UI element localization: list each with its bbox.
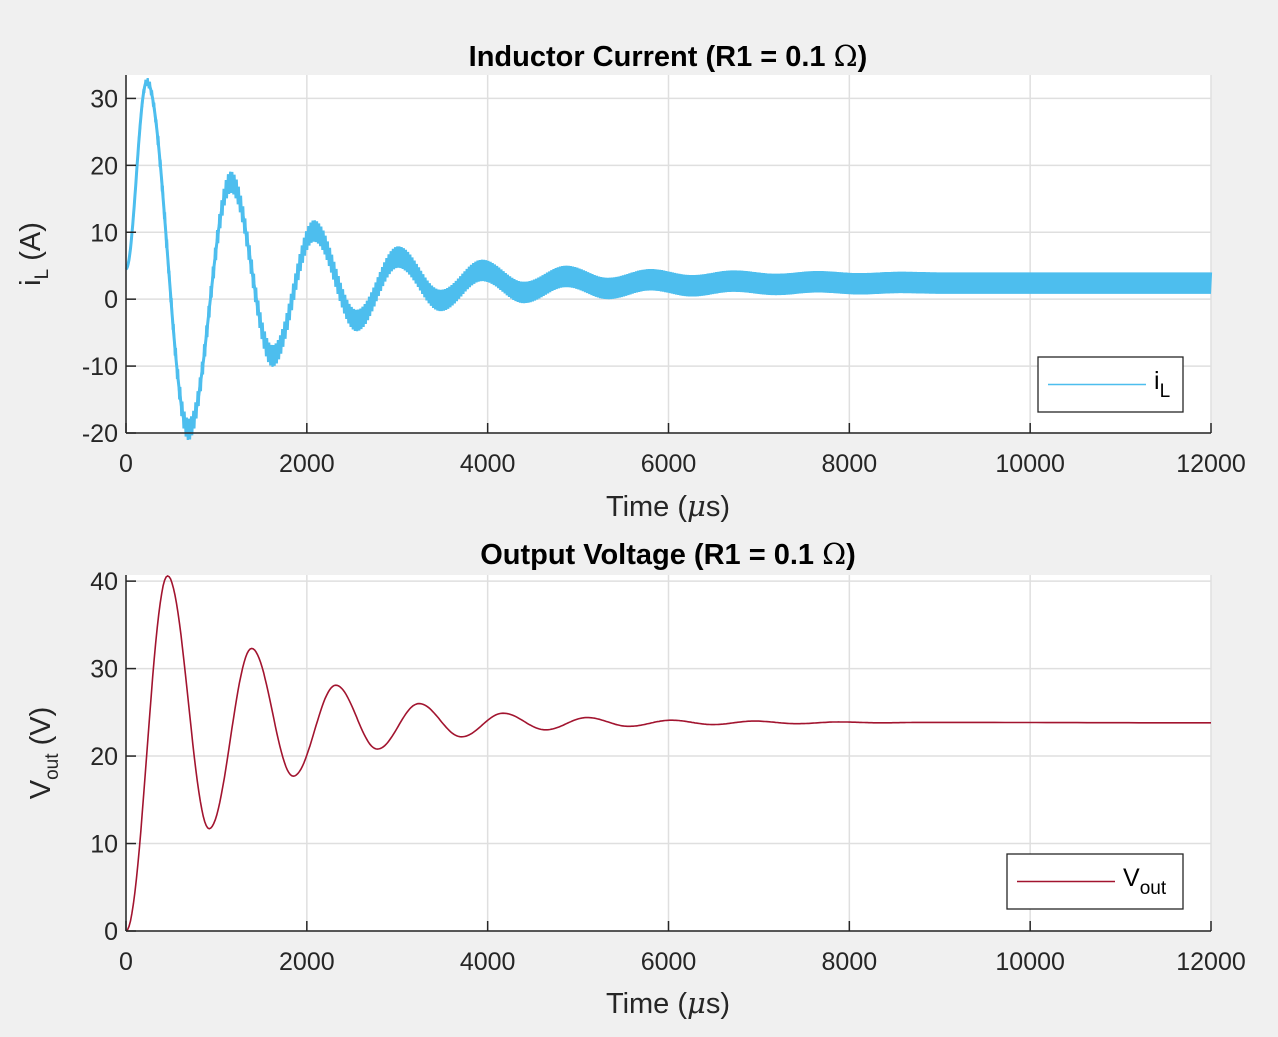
x-tick-label: 8000 (822, 450, 878, 478)
y-tick-label: -20 (82, 420, 118, 448)
y-axis-label: iL (A) (15, 222, 53, 286)
y-tick-label: -10 (82, 353, 118, 381)
y-tick-label: 40 (90, 568, 118, 596)
y-tick-label: 30 (90, 656, 118, 684)
x-tick-label: 4000 (460, 948, 516, 976)
x-tick-label: 10000 (995, 948, 1065, 976)
legend-entry-vout: Vout (1123, 864, 1167, 899)
legend: iL (1037, 356, 1184, 413)
plot-title: Inductor Current (R1 = 0.1 Ω) (469, 39, 868, 73)
x-tick-label: 4000 (460, 450, 516, 478)
y-tick-label: 30 (90, 85, 118, 113)
x-tick-label: 10000 (995, 450, 1065, 478)
legend: Vout (1006, 853, 1184, 910)
series-ripple-il (125, 77, 1213, 441)
x-axis-label: Time (μs) (606, 489, 730, 523)
y-tick-label: 10 (90, 219, 118, 247)
x-tick-label: 0 (119, 948, 133, 976)
x-ticks: 0 2000 4000 6000 8000 10000 12000 (119, 921, 1246, 976)
y-ticks: -20 -10 0 10 20 30 (82, 85, 136, 448)
x-axis-label: Time (μs) (606, 986, 730, 1020)
x-tick-label: 0 (119, 450, 133, 478)
x-tick-label: 8000 (822, 948, 878, 976)
series-line-vout (125, 574, 1211, 932)
y-ticks: 0 10 20 30 40 (90, 568, 136, 946)
x-tick-label: 2000 (279, 450, 335, 478)
x-tick-label: 2000 (279, 948, 335, 976)
plot-title: Output Voltage (R1 = 0.1 Ω) (480, 537, 856, 571)
y-axis-label: Vout (V) (25, 707, 63, 799)
x-tick-label: 12000 (1176, 450, 1246, 478)
y-tick-label: 0 (104, 918, 118, 946)
y-tick-label: 0 (104, 286, 118, 314)
x-tick-label: 12000 (1176, 948, 1246, 976)
legend-entry-il: iL (1154, 367, 1170, 402)
x-tick-label: 6000 (641, 450, 697, 478)
y-tick-label: 10 (90, 831, 118, 859)
y-tick-label: 20 (90, 743, 118, 771)
x-tick-label: 6000 (641, 948, 697, 976)
y-tick-label: 20 (90, 152, 118, 180)
inductor-current-plot: 0 2000 4000 6000 8000 10000 12000 -20 -10 0 10 20 3… (15, 39, 1246, 523)
x-ticks: 0 2000 4000 6000 8000 10000 12000 (119, 423, 1246, 478)
output-voltage-plot: 0 2000 4000 6000 8000 10000 12000 0 10 20 30 40 Ou… (25, 537, 1246, 1020)
